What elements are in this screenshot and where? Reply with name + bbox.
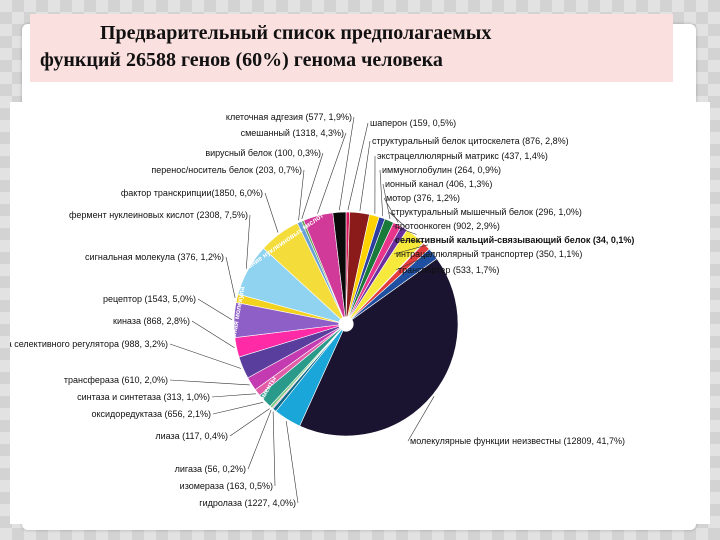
leader-line bbox=[301, 152, 324, 219]
slice-label: изомераза (163, 0,5%) bbox=[180, 481, 273, 491]
pie-slice bbox=[332, 211, 347, 325]
slice-label: фермент нуклеиновых кислот (2308, 7,5%) bbox=[69, 210, 248, 220]
slice-label: гидролаза (1227, 4,0%) bbox=[199, 498, 296, 508]
slice-label: сигнальная молекула (376, 1,2%) bbox=[85, 252, 224, 262]
leader-line bbox=[264, 192, 279, 233]
leader-line bbox=[169, 343, 242, 369]
slice-label: селективный кальций-связывающий белок (3… bbox=[395, 235, 634, 245]
leader-line bbox=[317, 132, 347, 214]
title-box bbox=[30, 14, 673, 82]
slice-label: шаперон (159, 0,5%) bbox=[370, 118, 456, 128]
leader-line bbox=[211, 393, 256, 398]
leader-line bbox=[393, 244, 429, 255]
leader-line bbox=[212, 402, 264, 415]
slice-label: вирусный белок (100, 0,3%) bbox=[205, 148, 321, 158]
leader-line bbox=[285, 421, 299, 504]
pie-center bbox=[338, 316, 354, 332]
leader-line bbox=[359, 140, 371, 211]
slice-label: синтаза и синтетаза (313, 1,0%) bbox=[77, 392, 210, 402]
ring-label: нет bbox=[324, 200, 337, 210]
gene-function-figure: нет связывание нуклеиновых кислот сигнальн… bbox=[10, 102, 710, 524]
leader-line bbox=[298, 169, 305, 221]
leader-line bbox=[169, 379, 250, 386]
leader-line bbox=[246, 214, 251, 269]
leader-line bbox=[247, 409, 272, 470]
pie-slices bbox=[233, 211, 459, 437]
leader-line bbox=[388, 211, 406, 227]
leader-line bbox=[407, 396, 435, 442]
slice-label: ионный канал (406, 1,3%) bbox=[385, 179, 492, 189]
slice-label: оксидоредуктаза (656, 2,1%) bbox=[91, 409, 211, 419]
slice-label: транспортер (533, 1,7%) bbox=[398, 265, 499, 275]
leader-line bbox=[339, 116, 355, 211]
slice-label: фактор транскрипции(1850, 6,0%) bbox=[121, 188, 263, 198]
leader-line bbox=[392, 225, 417, 235]
slice-label: экстрацеллюлярный матрикс (437, 1,4%) bbox=[377, 151, 548, 161]
slice-label: лигаза (56, 0,2%) bbox=[175, 464, 246, 474]
slice-label: смешанный (1318, 4,3%) bbox=[241, 128, 344, 138]
pie-inner-disc bbox=[338, 316, 354, 332]
slice-label: лиаза (117, 0,4%) bbox=[155, 431, 228, 441]
leader-line bbox=[392, 239, 425, 242]
leader-line bbox=[229, 408, 270, 437]
leader-line bbox=[382, 183, 391, 219]
leader-line bbox=[191, 320, 235, 349]
leader-line bbox=[395, 252, 435, 271]
slice-label: структуральный белок цитоскелета (876, 2… bbox=[372, 136, 569, 146]
slice-labels: шаперон (159, 0,5%) структуральный белок … bbox=[10, 112, 634, 508]
slide-title-line-2: функций 26588 генов (60%) генома человек… bbox=[40, 49, 443, 71]
slice-label: киназа (868, 2,8%) bbox=[113, 316, 190, 326]
slice-label: перенос/носитель белок (203, 0,7%) bbox=[151, 165, 302, 175]
slide-title-line-1: Предварительный список предполагаемых bbox=[100, 22, 492, 44]
slice-label: иммуноглобулин (264, 0,9%) bbox=[382, 165, 501, 175]
leader-line bbox=[197, 298, 233, 321]
slice-label: трансфераза (610, 2,0%) bbox=[64, 375, 168, 385]
slice-label: мотор (376, 1,2%) bbox=[386, 193, 460, 203]
slice-label: рецептор (1543, 5,0%) bbox=[103, 294, 196, 304]
slice-label: клеточная адгезия (577, 1,9%) bbox=[226, 112, 352, 122]
slice-label: молекула селективного регулятора (988, 3… bbox=[10, 339, 168, 349]
slice-label: протоонкоген (902, 2,9%) bbox=[395, 221, 500, 231]
slide-title: Предварительный список предполагаемых фу… bbox=[40, 20, 670, 74]
pie-slice bbox=[299, 258, 459, 437]
leader-lines bbox=[169, 116, 435, 504]
leader-line bbox=[272, 411, 276, 487]
leader-line bbox=[347, 122, 369, 211]
leader-line bbox=[379, 169, 383, 217]
slice-label: молекулярные функции неизвестны (12809, … bbox=[410, 436, 625, 446]
leader-line bbox=[225, 256, 236, 298]
slice-label: интрацеллюлярный транспортер (350, 1,1%) bbox=[396, 249, 582, 259]
slice-label: структуральный мышечный белок (296, 1,0%… bbox=[391, 207, 582, 217]
